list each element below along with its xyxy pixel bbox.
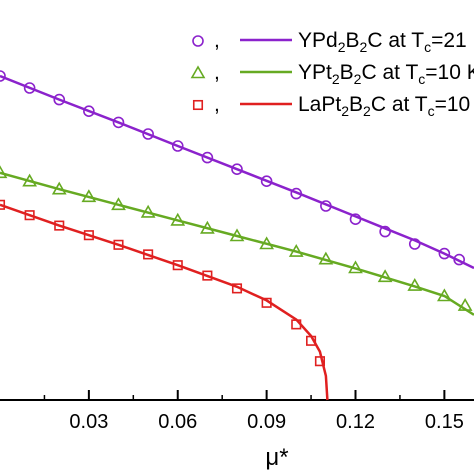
data-point-ypd2b2c: [379, 225, 391, 238]
data-point-ypd2b2c: [83, 105, 95, 117]
data-point-ypd2b2c: [0, 70, 6, 82]
data-point-ypt2b2c: [288, 243, 304, 257]
data-point-ypt2b2c: [318, 251, 334, 265]
x-tick-label: 0.06: [158, 411, 197, 433]
legend-marker: [190, 65, 206, 79]
data-point-ypt2b2c: [22, 173, 38, 187]
data-point-ypd2b2c: [290, 187, 303, 200]
series-line-ypt2b2c: [0, 171, 474, 316]
data-point-ypt2b2c: [140, 204, 156, 218]
data-point-ypd2b2c: [438, 247, 451, 260]
data-point-ypd2b2c: [260, 175, 273, 187]
data-point-lapt2b2c: [291, 319, 302, 330]
series-line-lapt2b2c: [0, 203, 329, 401]
data-point-ypt2b2c: [229, 228, 245, 242]
x-tick-label: 0.12: [336, 411, 375, 433]
data-point-lapt2b2c: [314, 356, 326, 367]
data-point-ypt2b2c: [111, 197, 126, 211]
data-point-ypd2b2c: [349, 213, 362, 225]
data-point-ypt2b2c: [436, 288, 452, 302]
data-point-lapt2b2c: [231, 283, 243, 294]
legend-label: YPt2B2C at Tc=10 K: [298, 61, 474, 87]
data-point-ypt2b2c: [199, 220, 215, 234]
data-point-lapt2b2c: [172, 260, 183, 271]
x-tick-label: 0.03: [69, 411, 108, 433]
data-point-lapt2b2c: [24, 210, 35, 221]
legend-separator: ,: [214, 93, 220, 116]
series-layer: [0, 70, 474, 401]
data-point-ypt2b2c: [457, 297, 473, 311]
data-point-ypd2b2c: [53, 93, 66, 106]
data-point-ypt2b2c: [170, 212, 186, 226]
data-point-lapt2b2c: [143, 249, 154, 260]
data-point-ypt2b2c: [81, 189, 97, 203]
data-point-lapt2b2c: [83, 230, 94, 241]
data-point-ypd2b2c: [320, 200, 332, 212]
x-tick-label: 0.09: [247, 411, 286, 433]
data-point-ypd2b2c: [112, 116, 125, 129]
data-point-ypt2b2c: [51, 181, 67, 195]
x-tick-label: 0.15: [425, 411, 464, 433]
data-point-ypd2b2c: [23, 82, 36, 94]
legend-marker: [192, 99, 204, 111]
data-point-ypt2b2c: [348, 260, 363, 274]
data-point-lapt2b2c: [54, 220, 65, 231]
data-point-ypd2b2c: [408, 238, 421, 250]
x-axis-label: μ*: [265, 444, 288, 471]
data-point-ypd2b2c: [201, 151, 214, 164]
data-point-ypt2b2c: [0, 165, 8, 179]
legend-label: YPd2B2C at Tc=21 K: [298, 29, 474, 55]
data-point-lapt2b2c: [202, 270, 213, 281]
series-line-ypd2b2c: [0, 74, 474, 270]
data-point-lapt2b2c: [306, 335, 317, 346]
data-point-ypd2b2c: [171, 140, 184, 152]
data-point-ypd2b2c: [231, 163, 243, 175]
legend-label: LaPt2B2C at Tc=10 K: [298, 93, 474, 119]
legend-marker: [192, 35, 204, 47]
data-point-ypt2b2c: [259, 236, 275, 250]
legend: , YPd2B2C at Tc=21 K, YPt2B2C at Tc=10 K, L…: [190, 29, 474, 119]
series-ypt2b2c: [0, 165, 474, 316]
series-ypd2b2c: [0, 70, 474, 270]
legend-entry: , YPt2B2C at Tc=10 K: [190, 61, 474, 87]
legend-entry: , YPd2B2C at Tc=21 K: [192, 29, 474, 55]
data-point-ypd2b2c: [142, 128, 154, 140]
data-point-lapt2b2c: [0, 199, 6, 210]
legend-separator: ,: [214, 61, 220, 84]
x-axis-ticks: 0.03 0.06 0.09 0.12 0.15: [43, 390, 464, 433]
data-point-lapt2b2c: [113, 239, 124, 250]
data-point-ypd2b2c: [453, 253, 465, 266]
legend-entry: , LaPt2B2C at Tc=10 K: [192, 93, 474, 119]
data-point-lapt2b2c: [261, 297, 272, 308]
series-lapt2b2c: [0, 199, 329, 401]
legend-separator: ,: [214, 29, 220, 52]
data-point-ypt2b2c: [407, 277, 423, 291]
data-point-ypt2b2c: [377, 269, 393, 283]
